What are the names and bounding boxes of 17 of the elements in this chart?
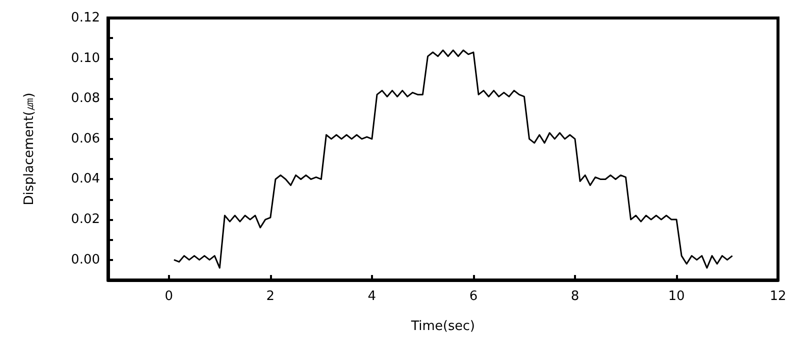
x-tick-label: 10: [668, 289, 685, 304]
y-tick-label: 0.00: [71, 252, 100, 268]
y-tick-label: 0.10: [71, 50, 100, 66]
x-tick-label: 8: [570, 289, 580, 304]
y-axis-title: Displacement(㎛): [22, 92, 37, 206]
y-tick-label: 0.02: [71, 212, 100, 228]
x-tick-label: 12: [770, 289, 786, 304]
x-axis-title: Time(sec): [410, 319, 475, 334]
x-tick-label: 2: [266, 289, 275, 304]
x-tick-label: 6: [469, 289, 478, 304]
y-tick-label: 0.12: [71, 10, 100, 26]
y-tick-label: 0.08: [71, 91, 100, 106]
x-tick-label: 0: [164, 289, 174, 304]
line-series: [173, 49, 734, 269]
y-tick-label: 0.06: [71, 131, 100, 146]
x-tick-label: 4: [368, 289, 376, 304]
y-tick-label: 0.04: [71, 172, 100, 187]
